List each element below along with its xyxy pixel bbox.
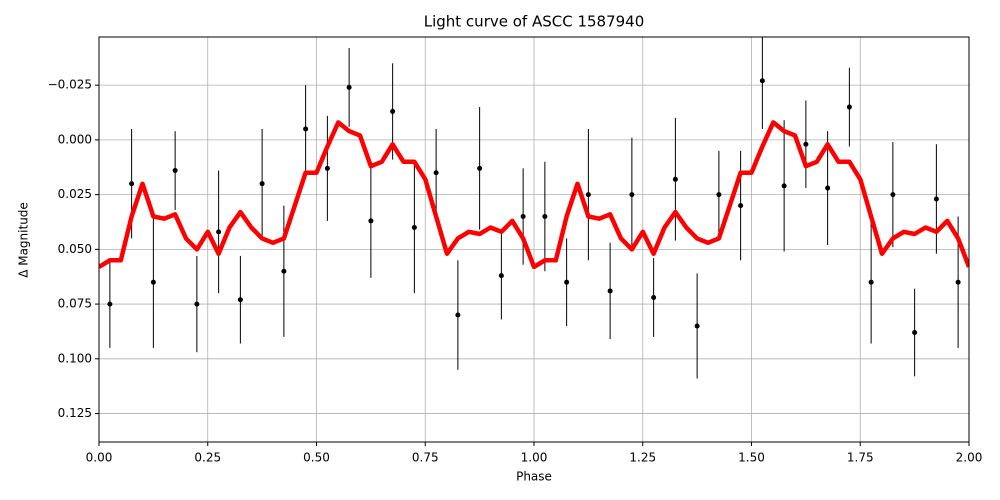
data-point <box>107 301 113 307</box>
data-point <box>716 192 722 198</box>
data-point <box>129 181 135 187</box>
data-point <box>520 214 526 220</box>
axes: 0.00 0.25 0.50 0.75 1.00 1.25 1.50 1.75 2.00 −0.0… <box>48 78 983 465</box>
data-point <box>629 192 635 198</box>
data-point <box>607 288 613 294</box>
x-tick-label: 1.50 <box>738 451 765 465</box>
data-point <box>803 141 809 147</box>
data-point <box>542 214 548 220</box>
x-tick-label: 2.00 <box>956 451 983 465</box>
data-point <box>738 203 744 209</box>
data-point <box>672 176 678 182</box>
x-tick-label: 1.25 <box>629 451 656 465</box>
data-point <box>781 183 787 189</box>
data-point <box>912 330 918 336</box>
data-point <box>759 78 765 84</box>
x-tick-label: 0.00 <box>86 451 113 465</box>
chart-title: Light curve of ASCC 1587940 <box>424 13 645 31</box>
data-point <box>346 84 352 90</box>
y-tick-label: 0.000 <box>58 132 92 146</box>
plot-area <box>99 37 969 379</box>
x-tick-label: 0.75 <box>412 451 439 465</box>
data-point <box>150 279 156 285</box>
data-point <box>194 301 200 307</box>
data-point <box>846 104 852 110</box>
x-tick-label: 0.25 <box>194 451 221 465</box>
x-tick-label: 1.75 <box>847 451 874 465</box>
data-point <box>477 165 483 171</box>
data-point <box>324 165 330 171</box>
data-point <box>651 295 657 301</box>
data-point <box>368 218 374 224</box>
data-point <box>433 170 439 176</box>
data-point <box>498 273 504 279</box>
y-tick-label: 0.025 <box>58 187 92 201</box>
grid <box>98 37 970 442</box>
plot-frame <box>98 36 970 443</box>
data-point <box>455 312 461 318</box>
x-tick-label: 0.50 <box>303 451 330 465</box>
x-tick-label: 1.00 <box>521 451 548 465</box>
data-point <box>585 192 591 198</box>
y-tick-label: 0.125 <box>58 406 92 420</box>
model-curve <box>99 120 969 270</box>
data-point <box>281 268 287 274</box>
data-point <box>237 297 243 303</box>
y-axis-label: Δ Magnitude <box>17 202 31 278</box>
data-point <box>390 108 396 114</box>
data-point <box>868 279 874 285</box>
data-point <box>955 279 961 285</box>
data-point <box>172 168 178 174</box>
x-axis-label: Phase <box>516 470 552 484</box>
data-point <box>216 229 222 235</box>
y-tick-label: 0.100 <box>58 351 92 365</box>
data-point <box>303 126 309 132</box>
data-point <box>694 323 700 329</box>
data-point <box>411 224 417 230</box>
data-point <box>890 192 896 198</box>
data-point <box>933 196 939 202</box>
y-tick-label: −0.025 <box>48 78 92 92</box>
data-point <box>564 279 570 285</box>
y-tick-label: 0.050 <box>58 242 92 256</box>
data-point <box>259 181 265 187</box>
y-tick-label: 0.075 <box>58 297 92 311</box>
data-point <box>825 185 831 191</box>
